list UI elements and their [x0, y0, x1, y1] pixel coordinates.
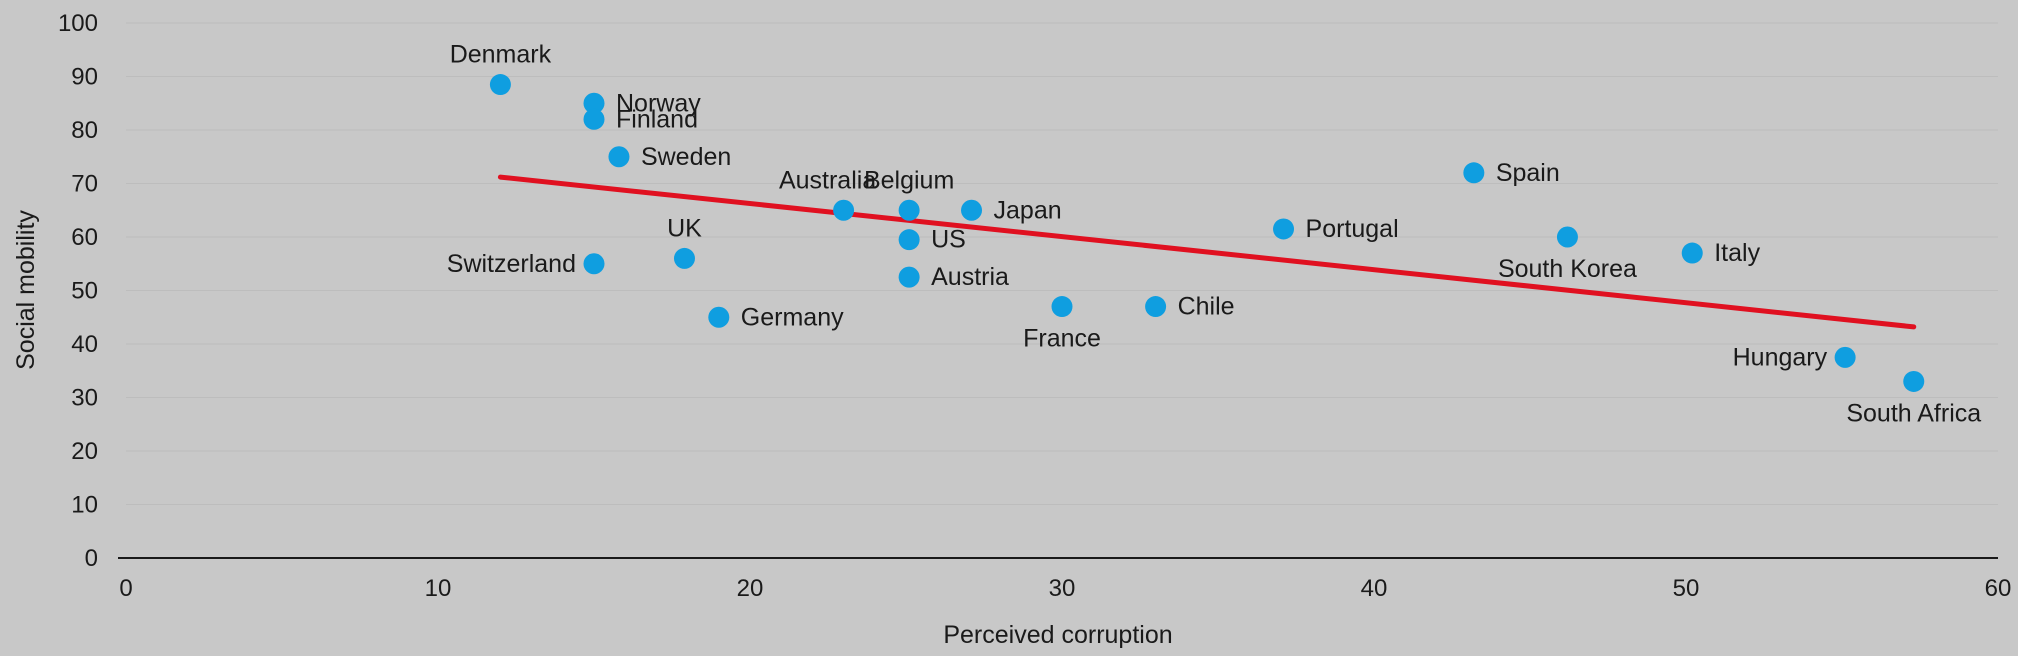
point-label: South Africa	[1846, 399, 1981, 427]
x-tick-label: 0	[119, 575, 132, 602]
data-point	[898, 199, 920, 221]
data-point	[708, 306, 730, 328]
point-label: Belgium	[864, 166, 954, 194]
y-tick-label: 100	[58, 10, 98, 37]
x-tick-label: 50	[1673, 575, 1700, 602]
point-label: France	[1023, 325, 1101, 353]
data-points	[489, 74, 1925, 392]
y-tick-label: 40	[71, 331, 98, 358]
x-tick-label: 30	[1049, 575, 1076, 602]
y-tick-label: 20	[71, 438, 98, 465]
x-axis-ticks: 0 10 20 30 40 50 60	[119, 575, 2011, 602]
data-point	[608, 146, 630, 168]
y-tick-label: 0	[85, 545, 98, 572]
point-label: Japan	[994, 196, 1062, 224]
data-point	[489, 74, 511, 96]
point-label: Hungary	[1733, 343, 1828, 371]
y-axis-ticks: 0 10 20 30 40 50 60 70 80 90 100	[58, 10, 98, 572]
data-point	[1834, 346, 1856, 368]
data-point	[961, 199, 983, 221]
point-label: Sweden	[641, 143, 731, 171]
data-point	[583, 253, 605, 275]
trend-line	[497, 174, 1917, 330]
point-label: Germany	[741, 303, 844, 331]
point-label: Spain	[1496, 159, 1560, 187]
y-axis-title: Social mobility	[12, 210, 40, 370]
data-point	[1273, 218, 1295, 240]
x-tick-label: 60	[1985, 575, 2012, 602]
x-tick-label: 20	[737, 575, 764, 602]
point-label: Australia	[779, 166, 876, 194]
data-point	[833, 199, 855, 221]
y-tick-label: 60	[71, 224, 98, 251]
point-label: Switzerland	[447, 250, 576, 278]
data-point	[1145, 296, 1167, 318]
x-tick-label: 40	[1361, 575, 1388, 602]
data-point	[1903, 370, 1925, 392]
point-label: Norway	[616, 89, 701, 117]
y-tick-label: 80	[71, 117, 98, 144]
y-tick-label: 10	[71, 492, 98, 519]
data-point	[1051, 296, 1073, 318]
point-label: Italy	[1714, 239, 1760, 267]
point-label: Austria	[931, 263, 1009, 291]
data-point	[583, 108, 605, 130]
y-tick-label: 70	[71, 171, 98, 198]
point-label: UK	[667, 214, 702, 242]
data-point	[583, 92, 605, 114]
data-point	[898, 266, 920, 288]
trend-line-group	[497, 174, 1917, 330]
point-label: Finland	[616, 105, 698, 133]
data-point	[1556, 226, 1578, 248]
data-point	[673, 247, 695, 269]
x-tick-label: 10	[425, 575, 452, 602]
point-label: Portugal	[1306, 215, 1399, 243]
y-tick-label: 90	[71, 64, 98, 91]
point-label: South Korea	[1498, 255, 1637, 283]
y-tick-label: 30	[71, 385, 98, 412]
point-label: Denmark	[450, 41, 552, 69]
x-axis-title: Perceived corruption	[943, 621, 1172, 649]
y-tick-label: 50	[71, 278, 98, 305]
data-point	[1463, 162, 1485, 184]
point-label: Chile	[1178, 293, 1235, 321]
data-point	[1681, 242, 1703, 264]
point-label: US	[931, 226, 966, 254]
data-point	[898, 229, 920, 251]
